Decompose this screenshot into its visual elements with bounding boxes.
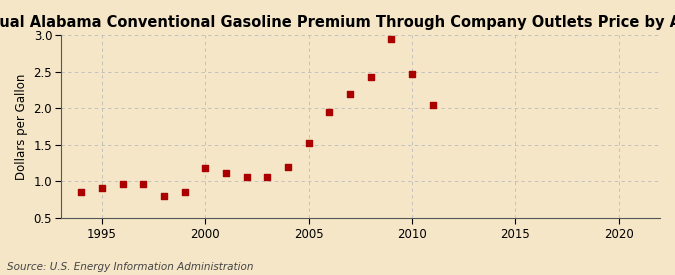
Point: [406, 72, 417, 76]
Point: [97, 186, 107, 190]
Point: [179, 190, 190, 195]
Point: [303, 141, 314, 146]
Point: [344, 92, 355, 96]
Point: [283, 165, 294, 169]
Title: Annual Alabama Conventional Gasoline Premium Through Company Outlets Price by Al: Annual Alabama Conventional Gasoline Pre…: [0, 15, 675, 30]
Point: [386, 37, 397, 41]
Point: [221, 170, 232, 175]
Point: [324, 110, 335, 114]
Text: Source: U.S. Energy Information Administration: Source: U.S. Energy Information Administ…: [7, 262, 253, 272]
Point: [76, 189, 86, 194]
Point: [138, 182, 148, 186]
Point: [427, 103, 438, 107]
Point: [200, 165, 211, 170]
Point: [241, 175, 252, 179]
Point: [117, 182, 128, 186]
Y-axis label: Dollars per Gallon: Dollars per Gallon: [15, 73, 28, 180]
Point: [262, 175, 273, 179]
Point: [365, 75, 376, 79]
Point: [159, 194, 169, 198]
